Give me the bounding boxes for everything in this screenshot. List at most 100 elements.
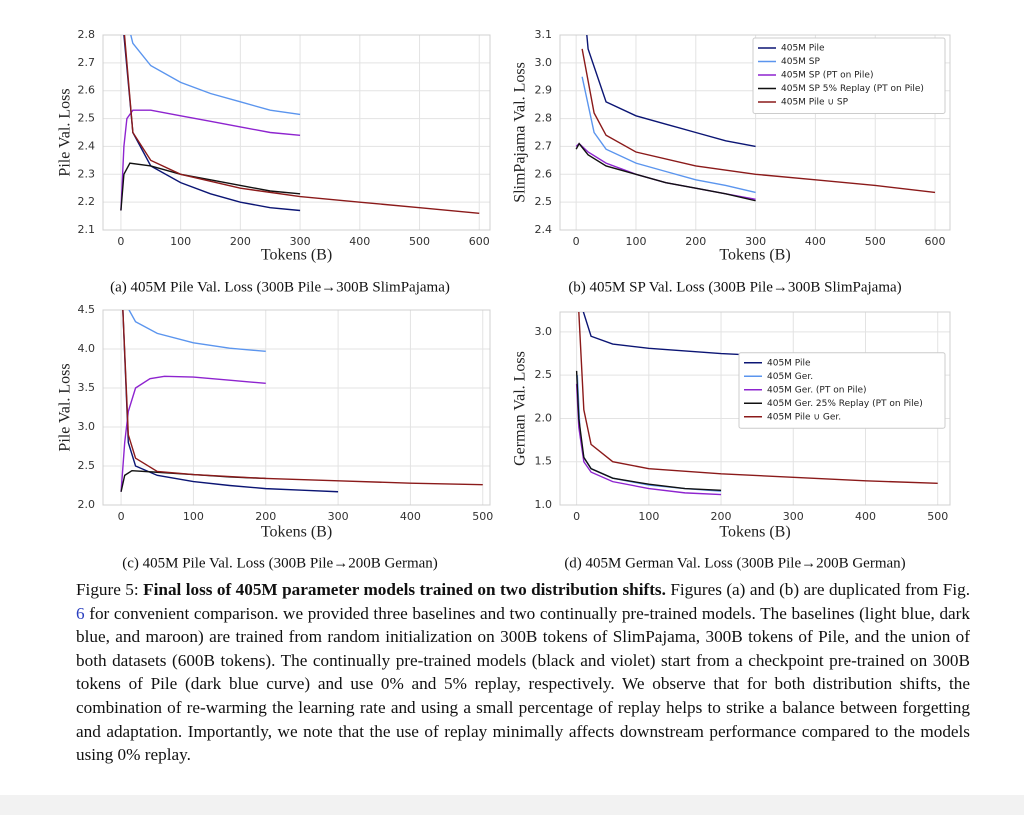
y-tick-label: 2.6: [78, 84, 96, 97]
series-line: [122, 310, 483, 486]
caption-text: Figures (a) and (b) are duplicated from …: [670, 580, 971, 599]
series-line: [120, 109, 301, 211]
legend-label: 405M Pile: [767, 358, 811, 368]
y-tick-label: 1.5: [535, 455, 553, 468]
y-tick-label: 2.7: [535, 139, 553, 152]
legend-label: 405M Ger. (PT on Pile): [767, 385, 867, 395]
legend-label: 405M SP: [781, 57, 821, 67]
x-tick-label: 400: [855, 510, 876, 523]
x-tick-label: 500: [865, 235, 886, 248]
y-tick-label: 2.5: [535, 368, 553, 381]
y-tick-label: 2.2: [78, 195, 96, 208]
y-tick-label: 4.5: [78, 303, 96, 316]
x-tick-label: 300: [783, 510, 804, 523]
y-tick-label: 2.1: [78, 223, 96, 236]
y-tick-label: 3.5: [78, 381, 96, 394]
x-axis-label: Tokens (B): [719, 247, 790, 264]
y-axis-label: Pile Val. Loss: [57, 88, 74, 176]
y-tick-label: 2.4: [535, 223, 553, 236]
x-axis-label: Tokens (B): [261, 247, 332, 264]
series-line: [122, 310, 339, 493]
y-tick-label: 2.6: [535, 167, 553, 180]
y-tick-label: 3.0: [535, 56, 553, 69]
y-axis-label: Pile Val. Loss: [57, 363, 74, 451]
x-tick-label: 300: [745, 235, 766, 248]
x-tick-label: 400: [805, 235, 826, 248]
y-tick-label: 1.0: [535, 498, 553, 511]
y-tick-label: 2.5: [535, 195, 553, 208]
y-tick-label: 3.0: [78, 420, 96, 433]
caption-title: Final loss of 405M parameter models trai…: [143, 580, 666, 599]
x-tick-label: 500: [927, 510, 948, 523]
y-tick-label: 2.9: [535, 84, 553, 97]
x-tick-label: 500: [409, 235, 430, 248]
caption-text: for convenient comparison. we provided t…: [76, 603, 971, 765]
legend-label: 405M Ger.: [767, 372, 813, 382]
y-tick-label: 3.1: [535, 28, 553, 41]
series-line: [575, 142, 756, 202]
plot-frame: [102, 309, 491, 506]
plot-frame: [559, 311, 951, 506]
x-tick-label: 600: [469, 235, 490, 248]
x-tick-label: 400: [349, 235, 370, 248]
y-tick-label: 2.7: [78, 56, 96, 69]
y-tick-label: 2.0: [535, 411, 553, 424]
legend-label: 405M Ger. 25% Replay (PT on Pile): [767, 399, 923, 409]
series-line: [581, 76, 756, 194]
series-line: [581, 48, 936, 194]
x-axis-label: Tokens (B): [261, 524, 332, 541]
x-tick-label: 600: [925, 235, 946, 248]
bottom-bar: [0, 795, 1024, 815]
series-line: [586, 35, 756, 148]
x-tick-label: 300: [290, 235, 311, 248]
y-tick-label: 2.8: [78, 28, 96, 41]
x-tick-label: 100: [638, 510, 659, 523]
y-tick-label: 2.4: [78, 139, 96, 152]
x-tick-label: 0: [118, 510, 125, 523]
x-tick-label: 200: [255, 510, 276, 523]
plot-frame: [102, 34, 491, 231]
series-line: [575, 370, 722, 491]
y-tick-label: 2.0: [78, 498, 96, 511]
x-tick-label: 100: [170, 235, 191, 248]
series-group: [575, 35, 936, 202]
x-tick-label: 200: [230, 235, 251, 248]
plot-area: [103, 35, 490, 230]
x-axis-label: Tokens (B): [719, 524, 790, 541]
x-tick-label: 100: [625, 235, 646, 248]
x-tick-label: 0: [573, 235, 580, 248]
x-tick-label: 200: [711, 510, 732, 523]
caption-label: Figure 5:: [76, 580, 139, 599]
legend-label: 405M Pile ∪ SP: [781, 98, 849, 108]
figure: 2.1 2.2 2.3 2.4 2.5 2.6 2.7 2.8 0 100 200 300 400 500…: [57, 28, 951, 571]
legend-label: 405M SP 5% Replay (PT on Pile): [781, 84, 924, 94]
plot-frame: [559, 34, 951, 231]
legend-label: 405M Pile: [781, 44, 825, 54]
y-tick-label: 2.3: [78, 167, 96, 180]
legend-label: 405M Pile ∪ Ger.: [767, 412, 841, 422]
series-line: [128, 310, 266, 353]
y-axis-label: German Val. Loss: [512, 351, 529, 466]
y-axis-label: SlimPajama Val. Loss: [512, 62, 529, 203]
series-group: [120, 35, 480, 214]
subcaption: (d) 405M German Val. Loss (300B Pile→200…: [564, 555, 905, 571]
y-tick-label: 3.0: [535, 325, 553, 338]
series-line: [578, 312, 938, 485]
legend-box: [752, 37, 946, 114]
legend-box: [738, 352, 946, 429]
x-tick-label: 300: [328, 510, 349, 523]
y-tick-label: 2.5: [78, 459, 96, 472]
x-tick-label: 400: [400, 510, 421, 523]
series-line: [130, 35, 301, 116]
figure-ref[interactable]: 6: [76, 603, 85, 623]
subcaption: (b) 405M SP Val. Loss (300B Pile→300B Sl…: [568, 279, 901, 295]
subcaption: (a) 405M Pile Val. Loss (300B Pile→300B …: [110, 279, 450, 295]
subcaption: (c) 405M Pile Val. Loss (300B Pile→200B …: [122, 555, 438, 571]
x-tick-label: 500: [472, 510, 493, 523]
y-tick-label: 2.5: [78, 112, 96, 125]
series-line: [120, 375, 266, 492]
y-tick-label: 2.8: [535, 112, 553, 125]
x-tick-label: 0: [573, 510, 580, 523]
x-tick-label: 200: [685, 235, 706, 248]
